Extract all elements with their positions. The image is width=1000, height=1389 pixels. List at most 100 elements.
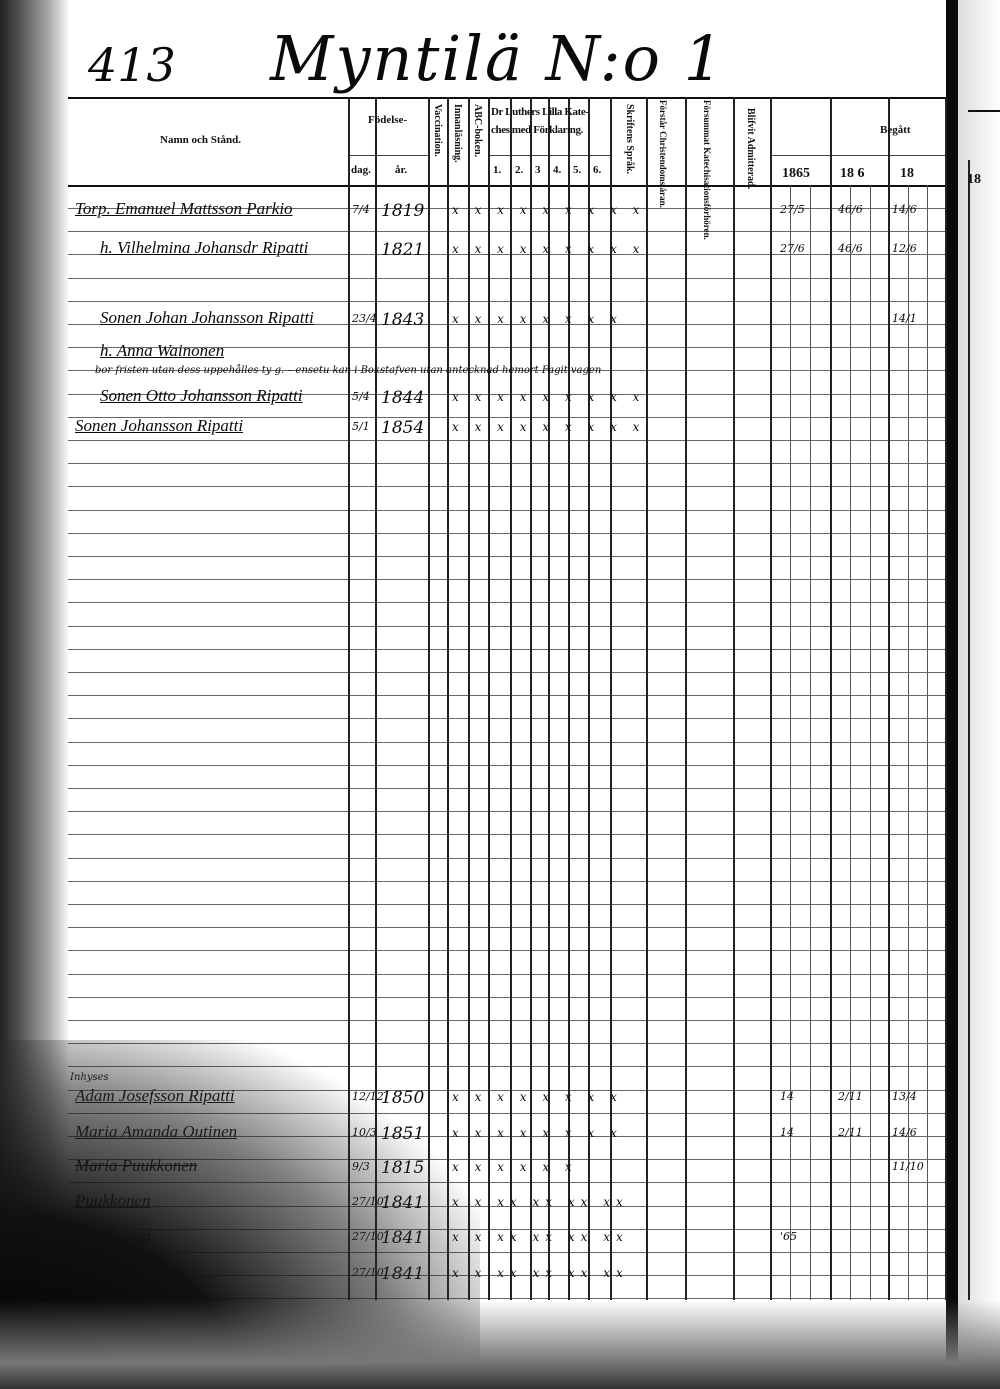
- ruled-line: [68, 1113, 946, 1114]
- right-page-rule: [968, 110, 1000, 112]
- begatt-entry: 14: [780, 1126, 794, 1139]
- birth-day: 23/4: [352, 312, 377, 325]
- person-name: h. Anna Wainonen: [100, 341, 225, 360]
- ruled-line: [68, 1275, 946, 1276]
- ruled-line: [68, 718, 946, 719]
- header-reading: Innanläsning.: [452, 104, 463, 163]
- column-line: [830, 97, 832, 1300]
- ruled-line: [68, 950, 946, 951]
- sub-column-line: [810, 185, 811, 1300]
- begatt-entry: 14/1: [892, 312, 917, 325]
- birth-day: 5/4: [352, 390, 370, 403]
- column-line: [888, 97, 890, 1300]
- person-name: Sonen Otto Johansson Ripatti: [100, 386, 303, 405]
- sub-column-line: [850, 185, 851, 1300]
- header-catechism-line1: Dr Luthers Lilla Kate-: [491, 106, 589, 118]
- header-neglected: Försummat Katechisationsförhören.: [702, 100, 712, 240]
- birth-year: 1854: [381, 418, 425, 438]
- header-catechism-part: 2.: [515, 164, 524, 176]
- ruled-line: [68, 1020, 946, 1021]
- ruled-line: [68, 556, 946, 557]
- begatt-entry: '65: [780, 1230, 798, 1243]
- ruled-line: [68, 1229, 946, 1230]
- column-line: [588, 97, 590, 1300]
- birth-day: 5/1: [352, 420, 370, 433]
- header-abc-book: ABC-boken.: [472, 104, 483, 158]
- reading-marks: x x x x x x x x x: [452, 390, 646, 404]
- column-line: [468, 97, 470, 1300]
- scan-bottom-edge: [0, 1300, 1000, 1389]
- ruled-line: [68, 440, 946, 441]
- column-line: [685, 97, 687, 1300]
- column-line: [447, 97, 449, 1300]
- header-begatt: Begått: [880, 124, 911, 136]
- header-scripture: Skriftens Språk.: [624, 104, 635, 175]
- header-year-2: 18 6: [840, 166, 865, 181]
- book-binding-gutter: [946, 0, 958, 1389]
- begatt-entry: 27/6: [780, 242, 805, 255]
- person-name: Torp. Emanuel Mattsson Parkio: [75, 199, 293, 218]
- header-birth-day: dag.: [351, 164, 371, 176]
- ruled-line: [68, 579, 946, 580]
- header-year-3: 18: [900, 166, 914, 181]
- birth-year: 1819: [381, 201, 425, 221]
- begatt-entry: 27/5: [780, 203, 805, 216]
- header-catechism-part: 5.: [573, 164, 582, 176]
- sub-column-line: [790, 185, 791, 1300]
- begatt-entry: 46/6: [838, 203, 863, 216]
- ruled-line: [68, 231, 946, 232]
- begatt-entry: 2/11: [838, 1126, 863, 1139]
- page-number: 413: [88, 38, 176, 92]
- reading-marks: x x xx xx xx xx: [452, 1230, 629, 1244]
- begatt-entry: 14: [780, 1090, 794, 1103]
- ruled-line: [68, 1252, 946, 1253]
- column-line: [610, 97, 612, 1300]
- birth-sub-rule: [348, 155, 428, 156]
- header-birth-year: år.: [395, 164, 408, 176]
- begatt-entry: 11/10: [892, 1160, 924, 1173]
- ruled-line: [68, 904, 946, 905]
- ruled-line: [68, 1159, 946, 1160]
- person-name: Sonen Johansson Ripatti: [75, 416, 244, 435]
- column-line: [348, 97, 350, 1300]
- birth-year: 1843: [381, 310, 425, 330]
- reading-marks: x x x x x x: [452, 1160, 578, 1174]
- ruled-line: [68, 626, 946, 627]
- header-name-and-status: Namn och Stånd.: [160, 134, 241, 146]
- header-catechism-part: 4.: [553, 164, 562, 176]
- header-year-1: 1865: [782, 166, 810, 181]
- ruled-line: [68, 1043, 946, 1044]
- ruled-line: [68, 1182, 946, 1183]
- ruled-line: [68, 510, 946, 511]
- reading-marks: x x x x x x x x: [452, 1090, 623, 1104]
- ruled-line: [68, 394, 946, 395]
- ruled-line: [68, 788, 946, 789]
- header-birth: Födelse-: [368, 114, 408, 126]
- column-line: [548, 97, 550, 1300]
- reading-marks: x x x x x x x x x: [452, 242, 646, 256]
- birth-year: 1844: [381, 388, 425, 408]
- header-vaccination: Vaccination.: [432, 104, 443, 157]
- ruled-line: [68, 649, 946, 650]
- ruled-line: [68, 1090, 946, 1091]
- facing-page-edge: [958, 0, 1000, 1389]
- reading-marks: x x x x x x x x x: [452, 420, 646, 434]
- sub-column-line: [927, 185, 928, 1300]
- right-page-year: 18: [967, 172, 981, 187]
- ruled-line: [68, 834, 946, 835]
- column-line: [428, 97, 430, 1300]
- ruled-line: [68, 254, 946, 255]
- ruled-line: [68, 301, 946, 302]
- header-catechism-part: 3: [535, 164, 541, 176]
- column-line: [530, 97, 532, 1300]
- years-sub-rule: [770, 155, 946, 156]
- column-line: [568, 97, 570, 1300]
- begatt-entry: 13/4: [892, 1090, 917, 1103]
- reading-marks: x x xx xx xx xx: [452, 1266, 629, 1280]
- ruled-line: [68, 602, 946, 603]
- ruled-line: [68, 1298, 946, 1299]
- sub-column-line: [870, 185, 871, 1300]
- ruled-line: [68, 811, 946, 812]
- ruled-line: [68, 417, 946, 418]
- header-bottom-rule: [68, 185, 946, 187]
